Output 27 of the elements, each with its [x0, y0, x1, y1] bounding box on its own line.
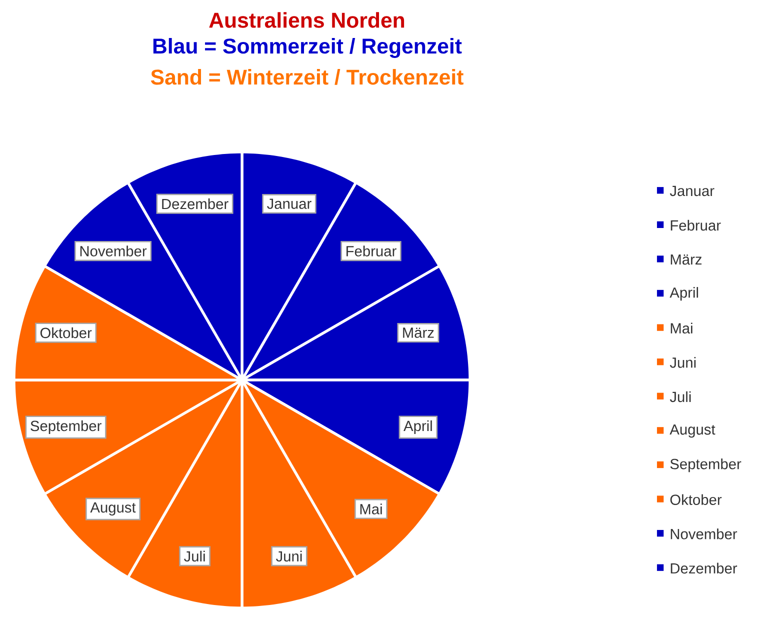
chart-subtitle: Blau = Sommerzeit / Regenzeit [153, 38, 462, 58]
legend-label: September [670, 458, 742, 472]
slice-label: Mai [360, 504, 382, 514]
category-label: Oktober [40, 327, 92, 338]
legend-label: August [670, 424, 716, 438]
legend-label: April [670, 287, 698, 301]
legend-label: Januar [670, 186, 714, 196]
text: Sand = Winterzeit / Trockenzeit [150, 69, 464, 85]
category-label: Juli [184, 550, 205, 562]
category-label: August [90, 502, 136, 516]
legend-label: Dezember [670, 562, 738, 574]
category-label: Juni [276, 550, 302, 562]
slice-label: September [30, 420, 102, 434]
legend-label: Februar [670, 220, 721, 231]
legend-label: Juni [670, 357, 696, 368]
legend-label: Mai [670, 322, 692, 334]
legend-label: November [670, 528, 738, 540]
category-label: Januar [267, 198, 312, 209]
category-label: Dezember [162, 198, 228, 210]
category-label: März [403, 328, 434, 338]
legend-label: Juli [670, 391, 691, 402]
category-label: April [404, 420, 432, 434]
legend-label: Oktober [670, 494, 722, 505]
legend-label: März [670, 254, 702, 265]
chart-title: Australiens Norden [209, 12, 404, 28]
slice-label: November [80, 246, 147, 256]
category-label: Februar [346, 246, 396, 256]
